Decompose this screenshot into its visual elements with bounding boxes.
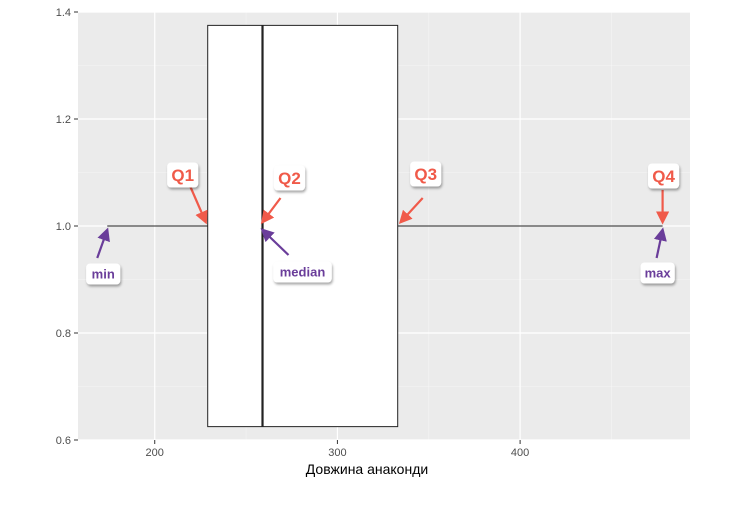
annotation-box	[273, 261, 332, 283]
x-tick-label: 400	[511, 447, 529, 459]
annotation-box	[648, 163, 680, 189]
annotation-arrow-max	[653, 227, 667, 259]
annotation-box	[167, 162, 199, 188]
x-tick-label: 300	[328, 447, 346, 459]
annotation-box	[273, 165, 306, 191]
annotation-label: max	[645, 266, 672, 281]
annotation-box	[410, 161, 442, 187]
annotation-arrow-median	[260, 228, 290, 256]
y-tick-label: 0.6	[56, 435, 71, 447]
annotation-arrow-q3	[398, 197, 424, 224]
annotation-label: median	[280, 265, 326, 280]
annotation-arrow-min	[96, 227, 110, 259]
annotation-layer: Q1 Q2 Q3 Q4 min median max	[86, 161, 680, 285]
annotation-label: Q1	[171, 166, 194, 185]
box-layer	[107, 24, 663, 428]
y-tick-label: 1.0	[56, 221, 71, 233]
x-axis-label: Довжина анаконди	[306, 461, 428, 477]
annotation-box	[86, 263, 121, 285]
y-tick-label: 1.2	[56, 114, 71, 126]
annotation-label: Q3	[414, 165, 437, 184]
axis-layer: 0.6 0.8 1.0 1.2 1.4 200 300 400	[56, 7, 530, 459]
annotation-label: Q4	[652, 167, 675, 186]
annotation-label: min	[92, 267, 115, 282]
annotation-q2: Q2	[273, 165, 306, 191]
y-tick-label: 1.4	[56, 7, 71, 19]
annotation-box	[640, 262, 675, 284]
y-tick-label: 0.8	[56, 328, 71, 340]
annotation-q1: Q1	[167, 162, 199, 188]
annotation-median: median	[273, 261, 332, 283]
x-tick-label: 200	[146, 447, 164, 459]
annotation-q4: Q4	[648, 163, 680, 189]
iqr-box	[207, 24, 399, 428]
annotation-label: Q2	[278, 169, 301, 188]
annotation-max: max	[640, 262, 675, 284]
annotation-min: min	[86, 263, 121, 285]
annotation-q3: Q3	[410, 161, 442, 187]
annotation-arrow-q2	[260, 197, 282, 225]
